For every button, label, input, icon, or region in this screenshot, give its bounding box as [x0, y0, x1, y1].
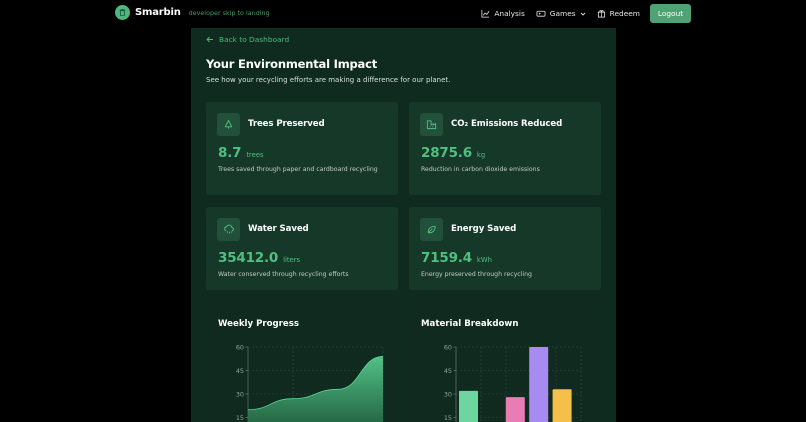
card-title: Energy Saved — [451, 224, 517, 234]
svg-text:45: 45 — [236, 367, 244, 375]
card-description: Reduction in carbon dioxide emissions — [421, 166, 540, 173]
nav-analysis-label: Analysis — [494, 9, 525, 18]
weekly-progress-chart: 15 30 45 60 — [236, 343, 384, 422]
nav-links: Analysis Games Redeem Logout — [470, 4, 691, 23]
svg-text:60: 60 — [236, 343, 244, 351]
svg-text:15: 15 — [444, 414, 452, 422]
card-number: 2875.6 — [421, 145, 472, 161]
brand-name: Smarbin — [135, 7, 181, 18]
back-label: Back to Dashboard — [219, 35, 290, 44]
chart-icon — [481, 9, 490, 18]
arrow-left-icon — [206, 36, 213, 43]
chevron-down-icon — [580, 12, 585, 16]
nav-games[interactable]: Games — [536, 9, 586, 18]
card-title: Trees Preserved — [248, 119, 325, 129]
logout-button[interactable]: Logout — [650, 4, 691, 23]
card-number: 8.7 — [218, 145, 242, 161]
stat-card-water: Water Saved 35412.0 liters Water conserv… — [206, 207, 398, 290]
bar — [552, 389, 572, 422]
cloud-rain-icon — [217, 218, 240, 241]
top-navbar: Smarbin developer skip to landing Analys… — [0, 0, 806, 28]
chart-title: Material Breakdown — [421, 319, 519, 329]
card-unit: trees — [246, 151, 264, 159]
material-breakdown-card: Material Breakdown 015304560 — [409, 306, 601, 422]
svg-text:45: 45 — [444, 367, 452, 375]
skip-to-landing-link[interactable]: developer skip to landing — [188, 8, 270, 17]
card-number: 7159.4 — [421, 250, 472, 266]
material-breakdown-chart: 015304560 — [444, 343, 582, 422]
gift-icon — [597, 10, 605, 18]
weekly-progress-card: Weekly Progress 15 30 45 60 — [206, 306, 398, 422]
svg-text:15: 15 — [236, 414, 244, 422]
stat-card-energy: Energy Saved 7159.4 kWh Energy preserved… — [409, 207, 601, 290]
trash-bin-icon — [115, 5, 130, 20]
stat-card-co2: CO₂ Emissions Reduced 2875.6 kg Reductio… — [409, 102, 601, 195]
nav-games-label: Games — [549, 9, 576, 18]
page-title: Your Environmental Impact — [206, 57, 378, 71]
card-unit: kg — [476, 151, 486, 159]
svg-text:30: 30 — [236, 390, 244, 398]
chart-title: Weekly Progress — [218, 319, 299, 329]
svg-text:30: 30 — [444, 390, 452, 398]
back-to-dashboard-link[interactable]: Back to Dashboard — [206, 35, 289, 44]
nav-redeem-label: Redeem — [609, 9, 640, 18]
tree-icon — [217, 113, 240, 136]
svg-text:60: 60 — [444, 343, 452, 351]
page-subtitle: See how your recycling efforts are makin… — [206, 76, 451, 84]
nav-analysis[interactable]: Analysis — [481, 9, 525, 18]
bar — [529, 347, 549, 422]
card-value: 35412.0 liters — [218, 250, 300, 266]
bar — [459, 390, 478, 422]
gamepad-icon — [536, 10, 546, 17]
card-description: Water conserved through recycling effort… — [218, 271, 349, 278]
impact-panel: Back to Dashboard Your Environmental Imp… — [191, 28, 616, 422]
stat-card-trees: Trees Preserved 8.7 trees Trees saved th… — [206, 102, 398, 195]
card-value: 7159.4 kWh — [421, 250, 492, 266]
card-unit: liters — [283, 256, 301, 264]
card-number: 35412.0 — [218, 250, 279, 266]
card-title: Water Saved — [248, 224, 309, 234]
bar — [505, 397, 525, 422]
leaf-icon — [420, 218, 443, 241]
card-unit: kWh — [476, 256, 492, 264]
nav-redeem[interactable]: Redeem — [597, 9, 640, 18]
card-title: CO₂ Emissions Reduced — [451, 119, 563, 129]
brand[interactable]: Smarbin developer skip to landing — [115, 5, 270, 20]
card-value: 2875.6 kg — [421, 145, 485, 161]
card-description: Trees saved through paper and cardboard … — [218, 166, 378, 173]
card-description: Energy preserved through recycling — [421, 271, 532, 278]
card-value: 8.7 trees — [218, 145, 264, 161]
factory-icon — [420, 113, 443, 136]
